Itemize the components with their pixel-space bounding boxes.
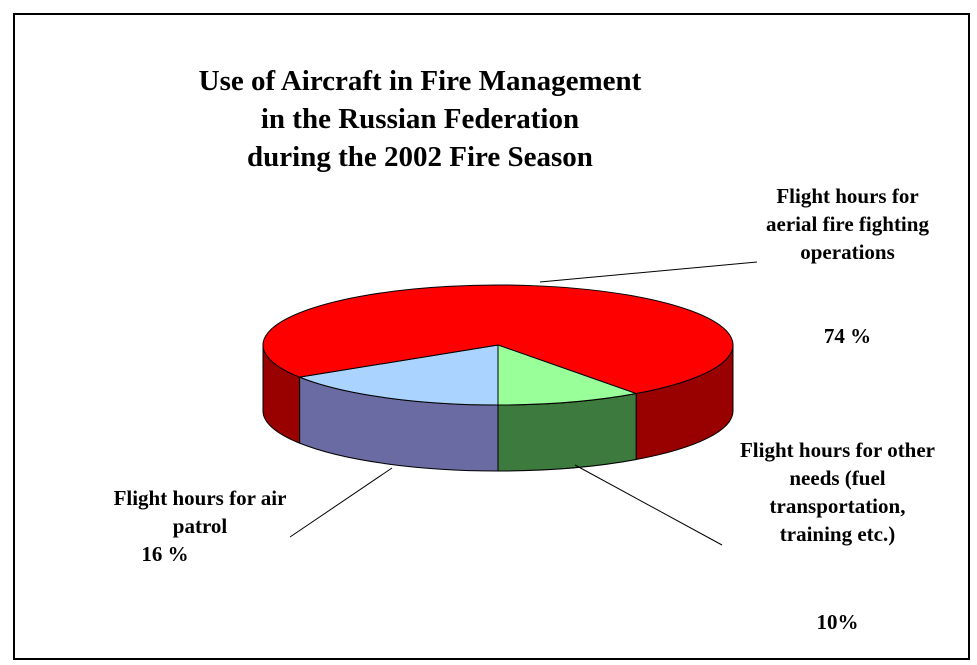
value-label: 74 %: [823, 324, 872, 348]
pie: [262, 284, 734, 472]
chart-title: Use of Aircraft in Fire Management: [198, 65, 642, 97]
slice-label: Flight hours for air patrol: [113, 486, 287, 538]
value-label: 10%: [816, 610, 859, 634]
leader-line: [539, 261, 758, 283]
slice-label: Flight hours for other needs (fuel trans…: [739, 438, 936, 546]
leader-line: [574, 464, 723, 546]
slice-label: Flight hours for aerial fire fighting op…: [766, 184, 929, 264]
pie-slice: [262, 284, 734, 395]
chart-title: in the Russian Federation: [260, 103, 580, 135]
chart-title: during the 2002 Fire Season: [247, 141, 593, 173]
pie-slice: [497, 344, 639, 406]
frame: [13, 13, 970, 660]
value-label: 16 %: [141, 542, 189, 566]
pie-slice: [297, 344, 499, 406]
leader-line: [289, 467, 393, 538]
